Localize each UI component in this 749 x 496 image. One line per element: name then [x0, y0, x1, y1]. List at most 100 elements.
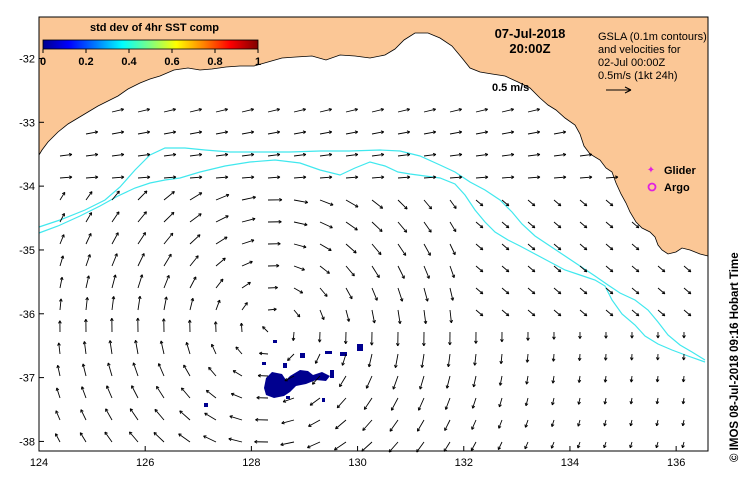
- velocity-arrow: [579, 221, 588, 229]
- legend-line-1: GSLA (0.1m contours): [598, 31, 707, 43]
- velocity-arrow: [553, 309, 562, 317]
- sst-patch: [322, 398, 325, 402]
- map-date: 07-Jul-2018: [495, 26, 566, 41]
- velocity-arrow: [128, 431, 139, 443]
- velocity-arrow: [657, 265, 666, 273]
- velocity-arrow: [85, 191, 93, 201]
- velocity-arrow: [235, 346, 243, 355]
- velocity-arrow: [655, 353, 660, 361]
- colorbar-ticks: 0 0.2 0.4 0.6 0.8 1: [40, 49, 261, 68]
- velocity-arrow: [445, 375, 451, 389]
- sst-patch: [262, 362, 266, 365]
- velocity-arrow: [85, 297, 89, 311]
- velocity-arrow: [416, 419, 425, 432]
- velocity-arrow: [59, 191, 66, 201]
- velocity-arrow: [604, 331, 608, 339]
- velocity-arrow: [163, 296, 168, 311]
- velocity-arrow: [267, 107, 280, 113]
- velocity-arrow: [525, 375, 529, 385]
- velocity-arrow: [475, 199, 484, 207]
- velocity-arrow: [343, 331, 348, 344]
- velocity-arrow: [319, 199, 334, 206]
- velocity-arrow: [314, 353, 321, 364]
- velocity-arrow: [111, 232, 119, 245]
- y-tick-label: -35: [19, 245, 35, 257]
- velocity-arrow: [189, 213, 202, 223]
- velocity-arrow: [475, 152, 489, 157]
- velocity-arrow: [111, 175, 125, 180]
- velocity-arrow: [239, 322, 244, 333]
- velocity-arrow: [501, 309, 510, 317]
- velocity-arrow: [189, 234, 201, 245]
- velocity-arrow: [183, 364, 191, 377]
- velocity-arrow: [82, 341, 87, 355]
- velocity-arrow: [550, 419, 555, 427]
- velocity-arrow: [59, 276, 64, 289]
- velocity-arrow: [475, 309, 484, 317]
- velocity-arrow: [180, 387, 191, 399]
- velocity-arrow: [681, 441, 685, 449]
- velocity-arrow: [178, 433, 191, 443]
- velocity-arrow: [85, 233, 92, 245]
- velocity-arrow: [59, 213, 65, 223]
- velocity-arrow: [81, 363, 87, 377]
- velocity-arrow: [213, 321, 218, 333]
- velocity-arrow: [163, 130, 177, 135]
- velocity-arrow: [334, 441, 347, 451]
- x-tick-label: 132: [455, 457, 473, 469]
- velocity-arrow: [423, 265, 430, 279]
- velocity-arrow: [475, 130, 489, 135]
- velocity-arrow: [229, 415, 243, 421]
- velocity-arrow: [85, 254, 91, 267]
- velocity-arrow: [111, 211, 120, 223]
- velocity-arrow: [501, 152, 515, 157]
- velocity-arrow: [293, 243, 307, 249]
- sst-patch-main: [264, 370, 330, 398]
- velocity-arrow: [682, 331, 686, 339]
- velocity-arrow: [153, 432, 165, 443]
- velocity-arrow: [157, 363, 165, 377]
- legend-scale-arrow: [606, 86, 632, 94]
- velocity-arrow: [79, 432, 87, 443]
- velocity-arrow: [475, 175, 489, 180]
- y-tick-label: -36: [19, 309, 35, 321]
- velocity-arrow: [230, 392, 243, 399]
- velocity-arrow: [345, 309, 351, 322]
- velocity-arrow: [345, 199, 359, 208]
- colorbar-tick-label: 1: [255, 56, 261, 68]
- colorbar-ramp: [42, 39, 259, 50]
- sst-patch: [204, 403, 208, 407]
- velocity-arrow: [59, 298, 63, 311]
- velocity-arrow: [85, 275, 91, 289]
- velocity-arrow: [135, 317, 140, 333]
- land-mass: [38, 16, 709, 257]
- velocity-arrow: [163, 152, 177, 157]
- velocity-arrow: [267, 197, 283, 202]
- velocity-arrow: [282, 397, 295, 403]
- x-tick-label: 130: [348, 457, 366, 469]
- velocity-arrow: [579, 152, 593, 157]
- velocity-arrow: [59, 234, 65, 245]
- velocity-arrow: [449, 130, 463, 135]
- velocity-arrow: [475, 243, 484, 251]
- velocity-arrow: [553, 221, 562, 229]
- velocity-arrow: [319, 221, 333, 229]
- velocity-arrow: [371, 265, 380, 279]
- velocity-arrow: [444, 397, 451, 410]
- velocity-arrow: [389, 419, 399, 432]
- velocity-arrow: [397, 107, 410, 113]
- velocity-arrow: [345, 265, 355, 277]
- velocity-arrow: [336, 397, 347, 409]
- velocity-arrow: [629, 397, 634, 405]
- velocity-arrow: [362, 419, 373, 431]
- velocity-arrow: [293, 175, 307, 180]
- velocity-arrow: [553, 152, 567, 157]
- velocity-arrow: [293, 130, 307, 135]
- velocity-arrow: [163, 107, 176, 113]
- velocity-arrow: [345, 221, 358, 231]
- velocity-arrow: [603, 441, 607, 449]
- velocity-arrow: [395, 331, 400, 347]
- velocity-arrow: [163, 211, 175, 223]
- velocity-arrow: [85, 212, 93, 223]
- velocity-arrow: [137, 274, 144, 289]
